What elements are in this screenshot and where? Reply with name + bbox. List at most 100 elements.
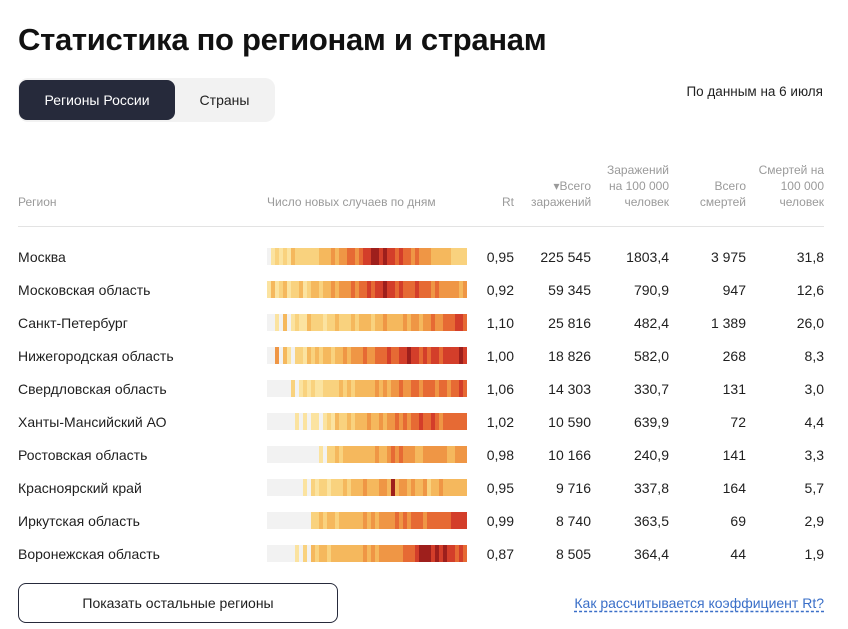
heat-day-cell [411, 314, 416, 331]
heat-day-cell [351, 545, 356, 562]
heat-day-cell [435, 347, 440, 364]
heat-day-cell [307, 248, 312, 265]
regions-table: Москва 0,95 225 545 1803,4 3 975 31,8 Московск… [18, 240, 824, 570]
heat-day-cell [411, 479, 416, 496]
heat-day-cell [291, 446, 296, 463]
heat-day-cell [339, 380, 344, 397]
heat-day-cell [351, 446, 356, 463]
heat-day-cell [351, 314, 356, 331]
heat-day-cell [363, 545, 368, 562]
heat-day-cell [427, 479, 432, 496]
heat-day-cell [367, 479, 372, 496]
heat-day-cell [323, 413, 328, 430]
heat-day-cell [435, 512, 440, 529]
heat-day-cell [315, 248, 320, 265]
heat-day-cell [427, 281, 432, 298]
heat-day-cell [407, 314, 412, 331]
heat-day-cell [315, 347, 320, 364]
heat-day-cell [391, 545, 396, 562]
heat-day-cell [379, 479, 384, 496]
table-row[interactable]: Московская область 0,92 59 345 790,9 947 12,6 [18, 273, 824, 306]
rt-value: 0,99 [486, 513, 514, 529]
heat-day-cell [419, 545, 424, 562]
heat-day-cell [355, 446, 360, 463]
heat-day-cell [279, 413, 284, 430]
table-row[interactable]: Санкт-Петербург 1,10 25 816 482,4 1 389 26,0 [18, 306, 824, 339]
heat-day-cell [307, 512, 312, 529]
heat-day-cell [415, 248, 420, 265]
rt-explanation-link[interactable]: Как рассчитывается коэффициент Rt? [574, 595, 824, 611]
heat-day-cell [335, 347, 340, 364]
heat-day-cell [371, 512, 376, 529]
table-row[interactable]: Ханты-Мансийский АО 1,02 10 590 639,9 72 4,4 [18, 405, 824, 438]
heat-day-cell [319, 281, 324, 298]
heat-day-cell [323, 545, 328, 562]
heat-day-cell [435, 545, 440, 562]
heat-day-cell [327, 281, 332, 298]
heat-day-cell [375, 446, 380, 463]
heat-day-cell [447, 413, 452, 430]
heat-day-cell [403, 446, 408, 463]
heat-day-cell [343, 479, 348, 496]
heat-day-cell [291, 347, 296, 364]
heat-day-cell [407, 545, 412, 562]
heat-day-cell [383, 380, 388, 397]
column-header-deaths[interactable]: Всего смертей [699, 179, 746, 209]
heat-day-cell [287, 380, 292, 397]
heat-day-cell [283, 413, 288, 430]
heat-day-cell [355, 413, 360, 430]
table-row[interactable]: Ростовская область 0,98 10 166 240,9 141 3,3 [18, 438, 824, 471]
heat-day-cell [459, 347, 464, 364]
heat-day-cell [343, 314, 348, 331]
cases-per-100k-value: 364,4 [633, 546, 669, 562]
table-row[interactable]: Свердловская область 1,06 14 303 330,7 131 3,… [18, 372, 824, 405]
heat-day-cell [451, 248, 456, 265]
heat-day-cell [311, 380, 316, 397]
heat-day-cell [347, 347, 352, 364]
heat-day-cell [287, 314, 292, 331]
heat-day-cell [327, 545, 332, 562]
heat-day-cell [319, 347, 324, 364]
column-header-deaths-per-100k[interactable]: Смертей на 100 000 человек [758, 163, 824, 209]
table-row[interactable]: Воронежская область 0,87 8 505 364,4 44 1,9 [18, 537, 824, 570]
heat-day-cell [439, 248, 444, 265]
heat-day-cell [319, 446, 324, 463]
heat-day-cell [463, 545, 467, 562]
heat-day-cell [359, 545, 364, 562]
column-header-cases[interactable]: ▾Всего заражений [531, 179, 592, 209]
table-row[interactable]: Москва 0,95 225 545 1803,4 3 975 31,8 [18, 240, 824, 273]
heat-day-cell [399, 479, 404, 496]
heat-day-cell [419, 380, 424, 397]
heat-day-cell [315, 380, 320, 397]
column-header-cases-per-100k[interactable]: Заражений на 100 000 человек [606, 163, 669, 209]
heat-day-cell [463, 479, 467, 496]
heat-day-cell [455, 479, 460, 496]
heat-day-cell [443, 413, 448, 430]
page-title: Статистика по регионам и странам [18, 22, 547, 57]
daily-cases-heatstrip [267, 248, 467, 265]
table-row[interactable]: Иркутская область 0,99 8 740 363,5 69 2,9 [18, 504, 824, 537]
heat-day-cell [339, 479, 344, 496]
cases-per-100k-value: 240,9 [633, 447, 669, 463]
heat-day-cell [399, 545, 404, 562]
heat-day-cell [375, 281, 380, 298]
heat-day-cell [423, 446, 428, 463]
heat-day-cell [315, 314, 320, 331]
heat-day-cell [331, 512, 336, 529]
heat-day-cell [395, 281, 400, 298]
show-more-regions-button[interactable]: Показать остальные регионы [18, 583, 338, 623]
table-row[interactable]: Красноярский край 0,95 9 716 337,8 164 5,7 [18, 471, 824, 504]
tab-russia-regions[interactable]: Регионы России [19, 80, 175, 120]
table-row[interactable]: Нижегородская область 1,00 18 826 582,0 268 8… [18, 339, 824, 372]
heat-day-cell [431, 413, 436, 430]
heat-day-cell [379, 446, 384, 463]
column-header-rt[interactable]: Rt [502, 195, 514, 209]
heat-day-cell [363, 479, 368, 496]
data-date-label: По данным на 6 июля [686, 84, 823, 99]
heat-day-cell [371, 281, 376, 298]
heat-day-cell [435, 380, 440, 397]
heat-day-cell [319, 545, 324, 562]
heat-day-cell [407, 479, 412, 496]
tab-countries[interactable]: Страны [176, 80, 273, 120]
heat-day-cell [323, 248, 328, 265]
